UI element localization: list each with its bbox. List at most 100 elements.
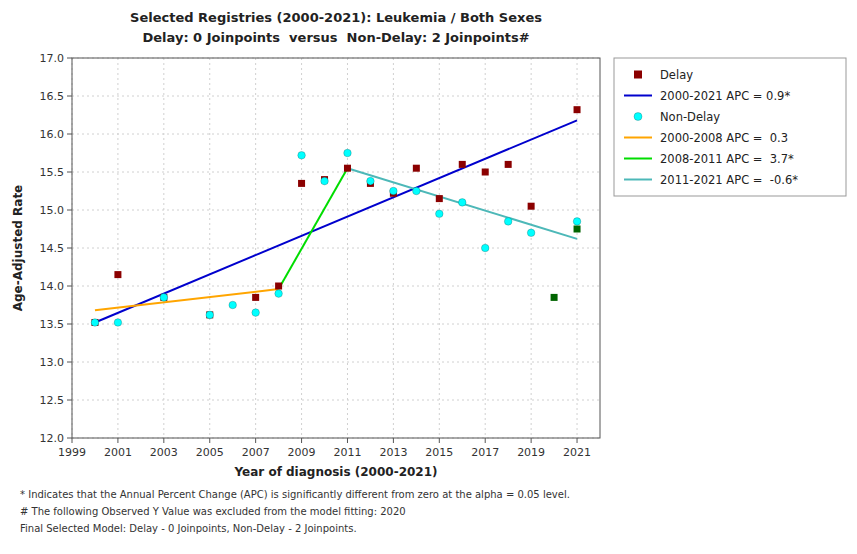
legend-swatch xyxy=(624,137,652,139)
point xyxy=(528,203,535,210)
tick-label: 2021 xyxy=(563,446,591,459)
legend-label: 2000-2021 APC = 0.9* xyxy=(660,89,790,103)
title: Selected Registries (2000-2021): Leukemi… xyxy=(130,10,542,25)
x-axis-label: Year of diagnosis (2000-2021) xyxy=(233,465,437,479)
plot-frame xyxy=(72,58,600,438)
grid-line xyxy=(531,58,532,438)
tick-label: 2017 xyxy=(471,446,499,459)
point xyxy=(436,210,444,218)
chart: 1999200120032005200720092011201320152017… xyxy=(0,0,857,554)
point xyxy=(298,180,305,187)
legend-swatch xyxy=(624,179,652,181)
tick-mark xyxy=(67,210,72,211)
point xyxy=(114,271,121,278)
legend-swatch xyxy=(624,158,652,160)
tick-label: 2003 xyxy=(150,446,178,459)
grid-line xyxy=(72,134,600,135)
legend-label: Non-Delay xyxy=(660,110,720,124)
trend-line xyxy=(95,289,279,310)
grid-line xyxy=(255,58,256,438)
tick-label: 2007 xyxy=(242,446,270,459)
legend-label: 2000-2008 APC = 0.3 xyxy=(660,131,788,145)
tick-mark xyxy=(67,362,72,363)
plot-data xyxy=(91,106,581,326)
point xyxy=(344,165,351,172)
footnote: * Indicates that the Annual Percent Chan… xyxy=(20,489,570,500)
tick-label: 2013 xyxy=(379,446,407,459)
point xyxy=(436,195,443,202)
tick-mark xyxy=(72,438,73,443)
point xyxy=(505,161,512,168)
background xyxy=(0,0,857,554)
grid-line xyxy=(72,362,600,363)
tick-mark xyxy=(209,438,210,443)
tick-mark xyxy=(67,248,72,249)
tick-mark xyxy=(67,58,72,59)
tick-label: 16.0 xyxy=(40,128,65,141)
tick-label: 15.5 xyxy=(40,166,65,179)
grid-line xyxy=(72,96,600,97)
point xyxy=(390,187,398,195)
tick-mark xyxy=(393,438,394,443)
point xyxy=(481,244,489,252)
legend: Delay2000-2021 APC = 0.9*Non-Delay2000-2… xyxy=(614,58,846,196)
point xyxy=(413,187,421,195)
chart-container: 1999200120032005200720092011201320152017… xyxy=(0,0,857,554)
grid-line xyxy=(72,400,600,401)
point xyxy=(551,294,558,301)
trend-line xyxy=(347,168,577,239)
point xyxy=(574,226,581,233)
tick-mark xyxy=(67,286,72,287)
point xyxy=(482,169,489,176)
tick-mark xyxy=(347,438,348,443)
point xyxy=(160,294,167,301)
point xyxy=(321,177,329,185)
point xyxy=(413,165,420,172)
tick-label: 15.0 xyxy=(40,204,65,217)
tick-mark xyxy=(163,438,164,443)
grid-line xyxy=(72,210,600,211)
tick-mark xyxy=(577,438,578,443)
tick-label: 14.0 xyxy=(40,280,65,293)
point xyxy=(298,151,306,159)
point xyxy=(252,309,260,317)
points xyxy=(91,106,581,326)
point xyxy=(573,218,581,226)
tick-label: 13.5 xyxy=(40,318,65,331)
point xyxy=(344,149,352,157)
legend-frame xyxy=(614,58,846,196)
tick-mark xyxy=(67,134,72,135)
point xyxy=(114,319,122,327)
trend-line xyxy=(279,168,348,289)
point xyxy=(206,311,213,318)
tick-mark xyxy=(531,438,532,443)
subtitle: Delay: 0 Joinpoints versus Non-Delay: 2 … xyxy=(142,30,529,45)
point xyxy=(91,319,98,326)
grid-line xyxy=(72,172,600,173)
point xyxy=(275,290,283,298)
point xyxy=(527,229,535,237)
legend-label: 2008-2011 APC = 3.7* xyxy=(660,152,794,166)
point xyxy=(229,301,237,309)
tick-mark xyxy=(301,438,302,443)
tick-label: 14.5 xyxy=(40,242,65,255)
point xyxy=(367,177,375,185)
legend-swatch xyxy=(624,95,652,97)
tick-mark xyxy=(67,438,72,439)
y-axis-label: Age-Adjusted Rate xyxy=(11,185,25,312)
tick-mark xyxy=(255,438,256,443)
tick-label: 12.0 xyxy=(40,432,65,445)
point xyxy=(160,294,168,302)
axes: 1999200120032005200720092011201320152017… xyxy=(40,52,601,459)
lines xyxy=(95,120,577,322)
legend-label: 2011-2021 APC = -0.6* xyxy=(660,173,798,187)
tick-label: 2001 xyxy=(104,446,132,459)
point xyxy=(458,199,466,207)
tick-mark xyxy=(67,96,72,97)
grid xyxy=(72,58,600,438)
tick-label: 2005 xyxy=(196,446,224,459)
point xyxy=(252,294,259,301)
grid-line xyxy=(72,324,600,325)
point xyxy=(574,106,581,113)
tick-label: 1999 xyxy=(58,446,86,459)
